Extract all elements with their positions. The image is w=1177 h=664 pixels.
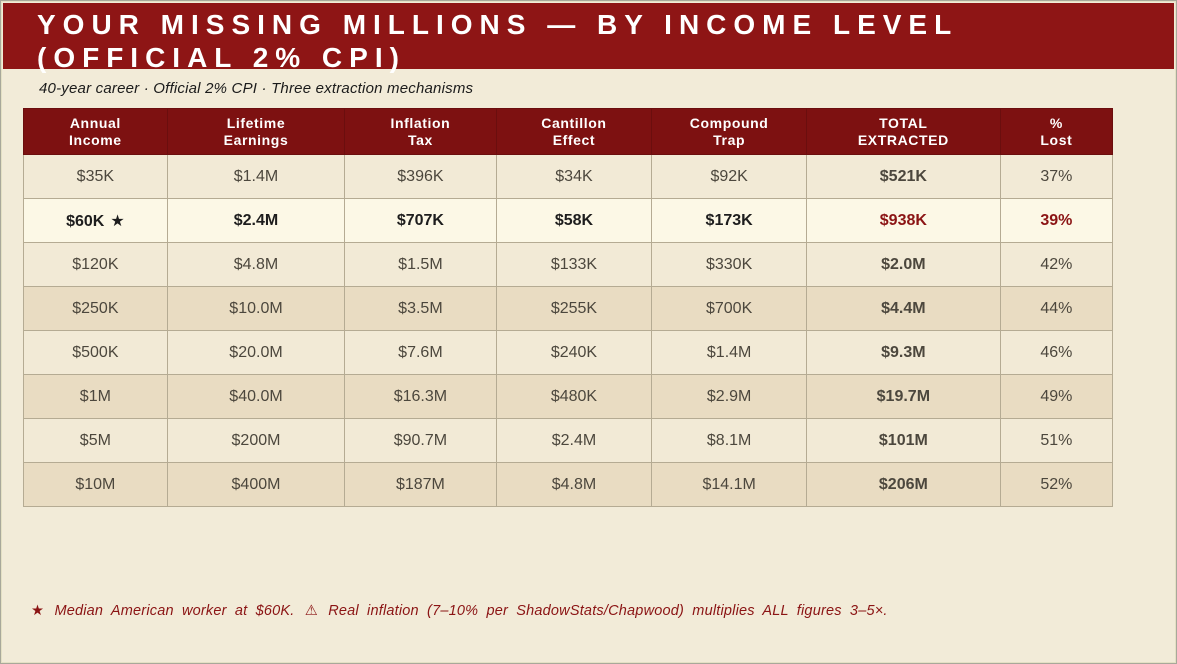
page-subtitle: 40-year career · Official 2% CPI · Three… [39, 80, 474, 97]
cell-cantillon-effect: $255K [495, 286, 653, 331]
table-row: $250K $10.0M $3.5M $255K $700K $4.4M 44% [23, 286, 1114, 331]
cell-compound-trap: $8.1M [651, 418, 807, 463]
cell-total-extracted: $938K [805, 198, 1001, 243]
cell-cantillon-effect: $58K [495, 198, 653, 243]
cell-pct-lost: 44% [999, 286, 1114, 331]
column-header-compound-trap: Compound Trap [651, 108, 807, 155]
cell-total-extracted: $19.7M [805, 374, 1001, 419]
cell-compound-trap: $173K [651, 198, 807, 243]
cell-pct-lost: 42% [999, 242, 1114, 287]
cell-compound-trap: $2.9M [651, 374, 807, 419]
cell-total-extracted: $4.4M [805, 286, 1001, 331]
table-row-highlighted-median: $60K ★ $2.4M $707K $58K $173K $938K 39% [23, 198, 1114, 243]
cell-inflation-tax: $396K [344, 154, 497, 199]
cell-compound-trap: $14.1M [651, 462, 807, 507]
cell-lifetime-earnings: $4.8M [166, 242, 346, 287]
footnote-median-text: Median American worker at $60K. [54, 603, 295, 619]
cell-cantillon-effect: $240K [495, 330, 653, 375]
cell-lifetime-earnings: $400M [166, 462, 346, 507]
cell-lifetime-earnings: $20.0M [166, 330, 346, 375]
cell-inflation-tax: $3.5M [344, 286, 497, 331]
cell-lifetime-earnings: $2.4M [166, 198, 346, 243]
cell-lifetime-earnings: $1.4M [166, 154, 346, 199]
table-row: $500K $20.0M $7.6M $240K $1.4M $9.3M 46% [23, 330, 1114, 375]
column-header-lifetime-earnings: Lifetime Earnings [166, 108, 346, 155]
cell-annual-income: $1M [23, 374, 168, 419]
cell-inflation-tax: $187M [344, 462, 497, 507]
cell-inflation-tax: $707K [344, 198, 497, 243]
cell-compound-trap: $92K [651, 154, 807, 199]
cell-total-extracted: $2.0M [805, 242, 1001, 287]
table-header-row: Annual Income Lifetime Earnings Inflatio… [23, 108, 1114, 155]
footnote: ★ Median American worker at $60K. ⚠ Real… [29, 603, 888, 619]
cell-inflation-tax: $1.5M [344, 242, 497, 287]
column-header-total-extracted: TOTAL EXTRACTED [805, 108, 1001, 155]
cell-total-extracted: $521K [805, 154, 1001, 199]
cell-cantillon-effect: $34K [495, 154, 653, 199]
star-icon: ★ [31, 603, 45, 619]
table-row: $35K $1.4M $396K $34K $92K $521K 37% [23, 154, 1114, 199]
column-header-inflation-tax: Inflation Tax [344, 108, 497, 155]
table-row: $10M $400M $187M $4.8M $14.1M $206M 52% [23, 462, 1114, 507]
cell-annual-income: $35K [23, 154, 168, 199]
column-header-pct-lost: % Lost [999, 108, 1114, 155]
cell-annual-income: $5M [23, 418, 168, 463]
income-extraction-table: Annual Income Lifetime Earnings Inflatio… [23, 108, 1114, 507]
cell-pct-lost: 37% [999, 154, 1114, 199]
cell-annual-income-value: $60K [66, 212, 105, 230]
cell-cantillon-effect: $480K [495, 374, 653, 419]
cell-total-extracted: $101M [805, 418, 1001, 463]
cell-cantillon-effect: $133K [495, 242, 653, 287]
cell-annual-income: $250K [23, 286, 168, 331]
cell-cantillon-effect: $2.4M [495, 418, 653, 463]
cell-pct-lost: 51% [999, 418, 1114, 463]
cell-pct-lost: 46% [999, 330, 1114, 375]
cell-annual-income: $120K [23, 242, 168, 287]
table-row: $120K $4.8M $1.5M $133K $330K $2.0M 42% [23, 242, 1114, 287]
cell-total-extracted: $9.3M [805, 330, 1001, 375]
cell-inflation-tax: $7.6M [344, 330, 497, 375]
cell-inflation-tax: $16.3M [344, 374, 497, 419]
cell-cantillon-effect: $4.8M [495, 462, 653, 507]
cell-annual-income: $60K ★ [23, 198, 168, 243]
cell-compound-trap: $700K [651, 286, 807, 331]
table-row: $5M $200M $90.7M $2.4M $8.1M $101M 51% [23, 418, 1114, 463]
star-icon: ★ [110, 212, 125, 230]
cell-inflation-tax: $90.7M [344, 418, 497, 463]
cell-annual-income: $500K [23, 330, 168, 375]
cell-annual-income: $10M [23, 462, 168, 507]
cell-lifetime-earnings: $10.0M [166, 286, 346, 331]
column-header-annual-income: Annual Income [23, 108, 168, 155]
table-row: $1M $40.0M $16.3M $480K $2.9M $19.7M 49% [23, 374, 1114, 419]
cell-lifetime-earnings: $40.0M [166, 374, 346, 419]
cell-compound-trap: $1.4M [651, 330, 807, 375]
cell-pct-lost: 52% [999, 462, 1114, 507]
page-title: YOUR MISSING MILLIONS — BY INCOME LEVEL … [37, 9, 959, 73]
column-header-cantillon-effect: Cantillon Effect [495, 108, 653, 155]
warning-icon: ⚠ [304, 603, 318, 619]
cell-lifetime-earnings: $200M [166, 418, 346, 463]
footnote-inflation-text: Real inflation (7–10% per ShadowStats/Ch… [328, 603, 888, 619]
cell-compound-trap: $330K [651, 242, 807, 287]
cell-pct-lost: 49% [999, 374, 1114, 419]
title-banner: YOUR MISSING MILLIONS — BY INCOME LEVEL … [3, 3, 1174, 73]
cell-pct-lost: 39% [999, 198, 1114, 243]
cell-total-extracted: $206M [805, 462, 1001, 507]
